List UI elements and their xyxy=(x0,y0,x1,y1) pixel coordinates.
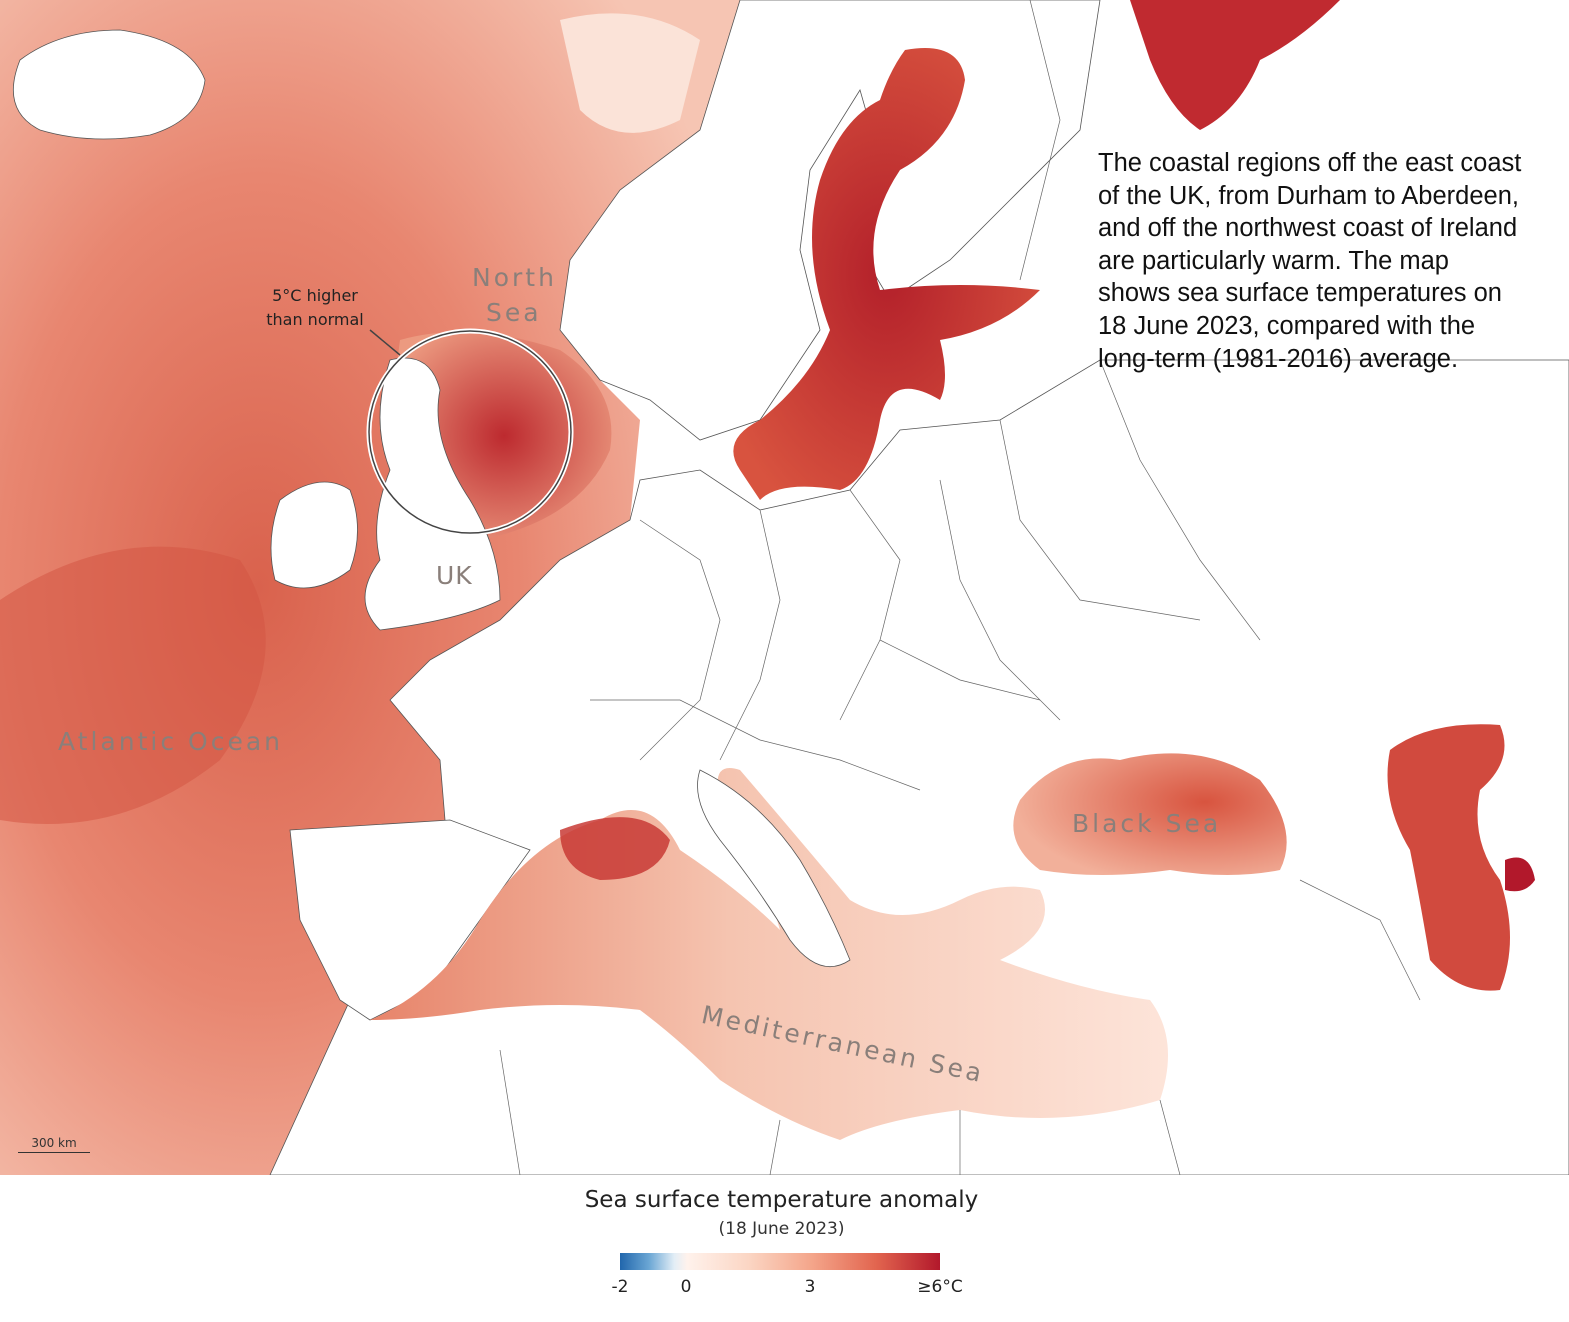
annotation-line: long-term (1981-2016) average. xyxy=(1098,344,1459,373)
scandinavia xyxy=(559,0,1101,441)
legend-tick-zero: 0 xyxy=(680,1277,692,1297)
legend-tick-max: ≥6°C xyxy=(917,1277,963,1297)
legend-subtitle: (18 June 2023) xyxy=(718,1219,845,1239)
ireland xyxy=(270,481,358,589)
callout-text: 5°C higher than normal xyxy=(255,284,375,332)
annotation-line: are particularly warm. The map xyxy=(1098,246,1449,275)
scale-bar-label: 300 km xyxy=(31,1136,77,1150)
annotation-line: shows sea surface temperatures on xyxy=(1098,279,1502,308)
scale-bar-line xyxy=(18,1152,90,1153)
north-sea-label-line1: North xyxy=(472,263,557,292)
white-sea xyxy=(1130,0,1340,130)
italy xyxy=(697,769,851,968)
country-borders xyxy=(499,0,1421,1175)
annotation-line: and off the northwest coast of Ireland xyxy=(1098,214,1518,243)
annotation-line: 18 June 2023, compared with the xyxy=(1098,311,1476,340)
legend-colorbar xyxy=(620,1253,940,1270)
great-britain xyxy=(364,357,501,631)
black-sea xyxy=(1013,753,1287,875)
baltic-sea xyxy=(733,48,1040,500)
legend-tick-mid: 3 xyxy=(804,1277,816,1297)
sea-surface-temperature-map xyxy=(0,0,1569,1175)
callout-line1: 5°C higher xyxy=(272,286,358,305)
legend-title: Sea surface temperature anomaly xyxy=(584,1187,979,1213)
atlantic-ocean-label: Atlantic Ocean xyxy=(58,727,283,756)
black-sea-label: Black Sea xyxy=(1072,809,1222,838)
iceland xyxy=(13,29,206,140)
annotation-line: The coastal regions off the east coast xyxy=(1098,149,1522,177)
caspian-sea xyxy=(1387,724,1510,991)
uk-label: UK xyxy=(436,561,473,590)
callout-leader-line xyxy=(369,329,401,356)
scale-bar: 300 km xyxy=(18,1136,90,1153)
legend-tick-min: -2 xyxy=(611,1277,629,1297)
annotation-line: of the UK, from Durham to Aberdeen, xyxy=(1098,181,1519,210)
annotation-text: The coastal regions off the east coast o… xyxy=(1098,147,1568,375)
north-sea-label-line2: Sea xyxy=(486,298,542,327)
callout-line2: than normal xyxy=(266,310,364,329)
